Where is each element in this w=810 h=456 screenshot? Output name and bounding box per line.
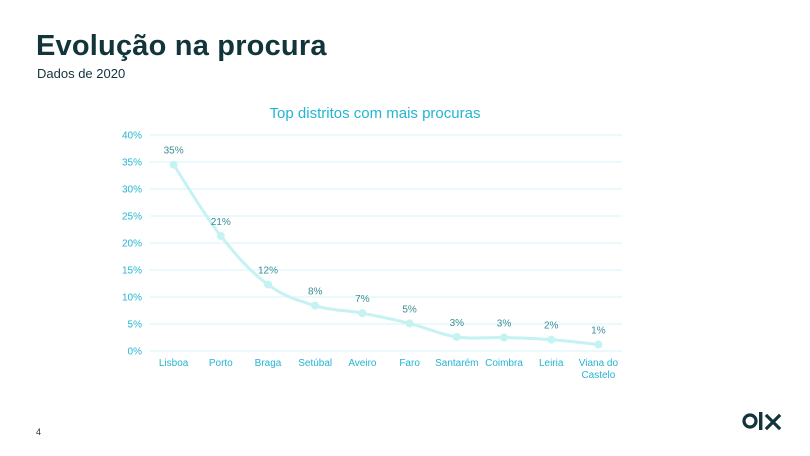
data-point xyxy=(216,231,225,240)
x-tick-label: Faro xyxy=(399,358,420,369)
data-label: 21% xyxy=(211,217,231,228)
data-point xyxy=(547,335,556,344)
data-label: 35% xyxy=(164,146,184,157)
line-chart: Top distritos com mais procuras 0% 5% 10% 1… xyxy=(122,105,622,381)
y-tick-label: 30% xyxy=(122,185,142,196)
x-tick-label: Setúbal xyxy=(298,358,332,369)
data-point xyxy=(311,301,320,310)
y-tick-label: 10% xyxy=(122,293,142,304)
page-subtitle: Dados de 2020 xyxy=(37,66,126,81)
data-point xyxy=(264,280,272,289)
data-point xyxy=(358,309,367,318)
x-tick-label: Porto xyxy=(209,358,233,369)
x-tick-label: Santarém xyxy=(435,358,478,369)
series-line xyxy=(172,163,600,347)
y-tick-label: 25% xyxy=(122,212,142,223)
data-label: 1% xyxy=(591,326,606,337)
page-title: Evolução na procura xyxy=(36,30,327,62)
olx-logo-icon xyxy=(742,412,782,431)
x-axis-ticks: Lisboa Porto Braga Setúbal Aveiro Faro Santaré… xyxy=(159,358,619,381)
x-tick-label: Coimbra xyxy=(485,358,523,369)
data-point xyxy=(500,333,508,342)
data-point xyxy=(594,340,603,349)
data-label: 3% xyxy=(450,318,465,329)
x-tick-label: Leiria xyxy=(539,358,564,369)
y-tick-label: 0% xyxy=(128,347,143,358)
data-labels: 35% 21% 12% 8% 7% 5% 3% 3% 2% 1% xyxy=(164,146,606,337)
page-number: 4 xyxy=(36,427,42,437)
y-axis-ticks: 0% 5% 10% 15% 20% 25% 30% 35% 40% xyxy=(122,131,142,358)
data-points xyxy=(169,160,603,349)
data-label: 8% xyxy=(308,287,323,298)
x-tick-label: Lisboa xyxy=(159,358,189,369)
x-tick-label: Braga xyxy=(255,358,282,369)
y-tick-label: 40% xyxy=(122,131,142,142)
y-tick-label: 15% xyxy=(122,266,142,277)
data-label: 7% xyxy=(355,294,370,305)
grid-lines xyxy=(150,134,622,352)
x-tick-label: Viana do Castelo xyxy=(579,358,619,381)
y-tick-label: 5% xyxy=(128,320,143,331)
data-point xyxy=(405,319,414,328)
data-point xyxy=(169,160,178,169)
y-tick-label: 35% xyxy=(122,158,142,169)
y-tick-label: 20% xyxy=(122,239,142,250)
data-point xyxy=(452,332,461,341)
chart-title: Top distritos com mais procuras xyxy=(270,105,481,122)
data-label: 2% xyxy=(544,321,559,332)
data-label: 12% xyxy=(258,266,278,277)
x-tick-label: Aveiro xyxy=(348,358,377,369)
data-label: 5% xyxy=(402,304,417,315)
data-label: 3% xyxy=(497,319,512,330)
